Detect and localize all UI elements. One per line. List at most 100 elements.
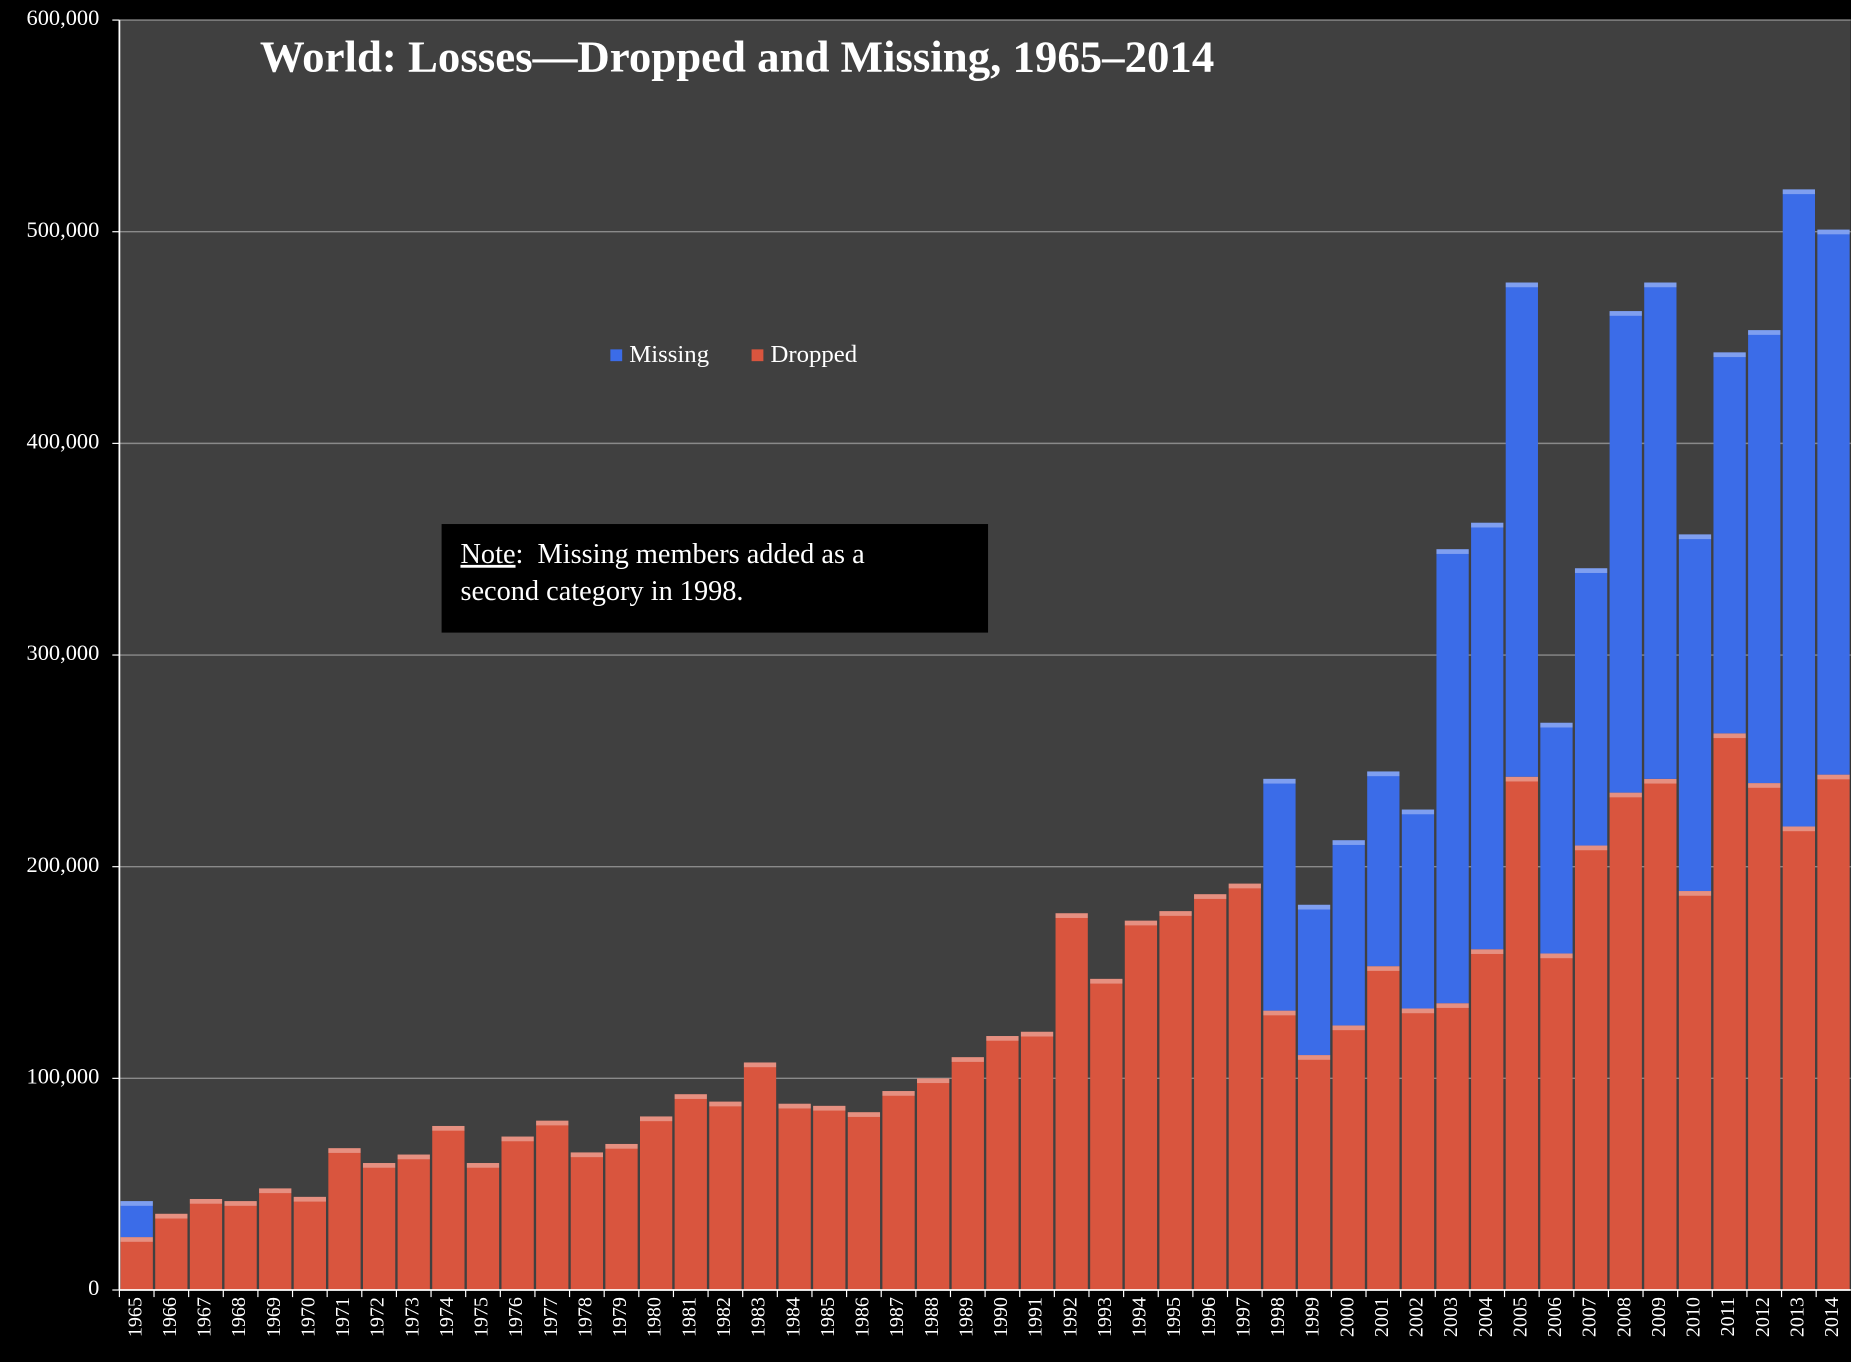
bar-highlight [1678, 534, 1712, 540]
bar-segment [570, 1152, 604, 1291]
x-tick-label: 1994 [1129, 1297, 1151, 1337]
x-tick-label: 2012 [1752, 1297, 1774, 1337]
bar-highlight [1540, 722, 1573, 728]
bar-highlight [1678, 891, 1712, 896]
x-tick-label: 1975 [471, 1297, 493, 1337]
bar-segment [1678, 891, 1712, 1291]
bar-segment [1297, 1055, 1331, 1291]
bar-highlight [1263, 1010, 1296, 1016]
bar-highlight [709, 1101, 742, 1107]
bar-segment [1540, 953, 1573, 1291]
x-tick-label: 1984 [782, 1297, 804, 1337]
x-tick-label: 2001 [1371, 1297, 1393, 1337]
x-tick-label: 1997 [1232, 1297, 1254, 1337]
x-tick-label: 1974 [436, 1297, 458, 1337]
x-tick-label: 1969 [263, 1297, 285, 1337]
bar-highlight [570, 1152, 604, 1158]
x-tick-label: 2014 [1821, 1297, 1843, 1337]
bar-segment [743, 1062, 777, 1291]
bar-segment [1644, 282, 1677, 779]
chart-title: World: Losses—Dropped and Missing, 1965–… [260, 32, 1214, 82]
x-tick-label: 1991 [1025, 1297, 1047, 1337]
bar-highlight [1401, 1008, 1435, 1014]
bar-highlight [882, 1091, 915, 1096]
grid [119, 19, 1851, 1080]
bar-highlight [1436, 549, 1469, 554]
bar-highlight [1609, 792, 1642, 798]
bar-highlight [639, 1116, 673, 1122]
bar-highlight [397, 1154, 430, 1160]
y-tick-label: 600,000 [27, 5, 100, 30]
x-tick-label: 1979 [609, 1297, 631, 1337]
bar-highlight [1817, 229, 1850, 235]
note-line: second category in 1998. [460, 576, 743, 607]
bar-segment [1297, 904, 1331, 1056]
bar-segment [1782, 189, 1816, 827]
x-tick-label: 1968 [228, 1297, 250, 1337]
bar-segment [1124, 920, 1158, 1291]
x-tick-label: 1989 [955, 1297, 977, 1337]
x-tick-label: 1990 [990, 1297, 1012, 1337]
bar-highlight [1055, 913, 1088, 918]
bar-segment [1540, 722, 1573, 954]
x-tick-label: 2004 [1475, 1297, 1497, 1337]
x-tick-label: 1983 [748, 1297, 770, 1337]
x-tick-label: 1980 [644, 1297, 666, 1337]
bar-highlight [432, 1125, 465, 1131]
x-tick-label: 1967 [194, 1297, 216, 1337]
bar-segment [1609, 311, 1642, 793]
bar-segment [536, 1120, 569, 1291]
x-tick-label: 2013 [1786, 1297, 1808, 1337]
bar-highlight [1263, 778, 1296, 784]
bar-segment [1263, 1010, 1296, 1291]
bar-segment [605, 1143, 638, 1291]
x-tick-label: 1982 [713, 1297, 735, 1337]
bar-highlight [536, 1120, 569, 1126]
bar-highlight [1574, 845, 1608, 851]
bar-highlight [1194, 894, 1227, 899]
y-tick-label: 200,000 [27, 852, 100, 877]
bars [120, 189, 1850, 1291]
y-tick-label: 400,000 [27, 429, 100, 454]
bar-segment [1228, 883, 1261, 1291]
bar-segment [917, 1078, 950, 1291]
bar-segment [1505, 282, 1538, 777]
x-tick-label: 2008 [1613, 1297, 1635, 1337]
bar-segment [1020, 1031, 1054, 1291]
bar-segment [1436, 1003, 1469, 1291]
bar-highlight [259, 1188, 292, 1194]
bar-segment [397, 1154, 430, 1291]
bar-highlight [1090, 978, 1123, 984]
bar-segment [1505, 776, 1538, 1291]
bar-highlight [1782, 189, 1816, 195]
bar-segment [1401, 809, 1435, 1009]
x-tick-label: 2003 [1440, 1297, 1462, 1337]
bar-segment [1574, 568, 1608, 846]
bar-segment [155, 1213, 188, 1291]
bar-segment [1748, 783, 1781, 1291]
bar-segment [882, 1091, 915, 1291]
bar-segment [259, 1188, 292, 1291]
bar-segment [1713, 733, 1746, 1291]
legend-swatch [610, 349, 623, 362]
x-tick-label: 1996 [1198, 1297, 1220, 1337]
bar-highlight [674, 1094, 707, 1099]
bar-segment [1574, 845, 1608, 1291]
x-tick-label: 1995 [1163, 1297, 1185, 1337]
bar-segment [1471, 522, 1504, 950]
note-text: : Missing members added as a [516, 538, 866, 569]
x-tick-label: 2011 [1717, 1297, 1739, 1336]
bar-highlight [1713, 733, 1746, 739]
bar-segment [466, 1163, 500, 1291]
bar-segment [1817, 774, 1850, 1291]
x-tick-label: 2006 [1544, 1297, 1566, 1337]
bar-segment [362, 1163, 396, 1291]
x-tick-label: 1992 [1059, 1297, 1081, 1337]
x-tick-label: 1993 [1094, 1297, 1116, 1337]
bar-segment [120, 1237, 153, 1291]
bar-highlight [1159, 911, 1192, 916]
bar-segment [1609, 792, 1642, 1291]
bar-highlight [120, 1237, 153, 1242]
x-tick-label: 2007 [1579, 1297, 1601, 1337]
